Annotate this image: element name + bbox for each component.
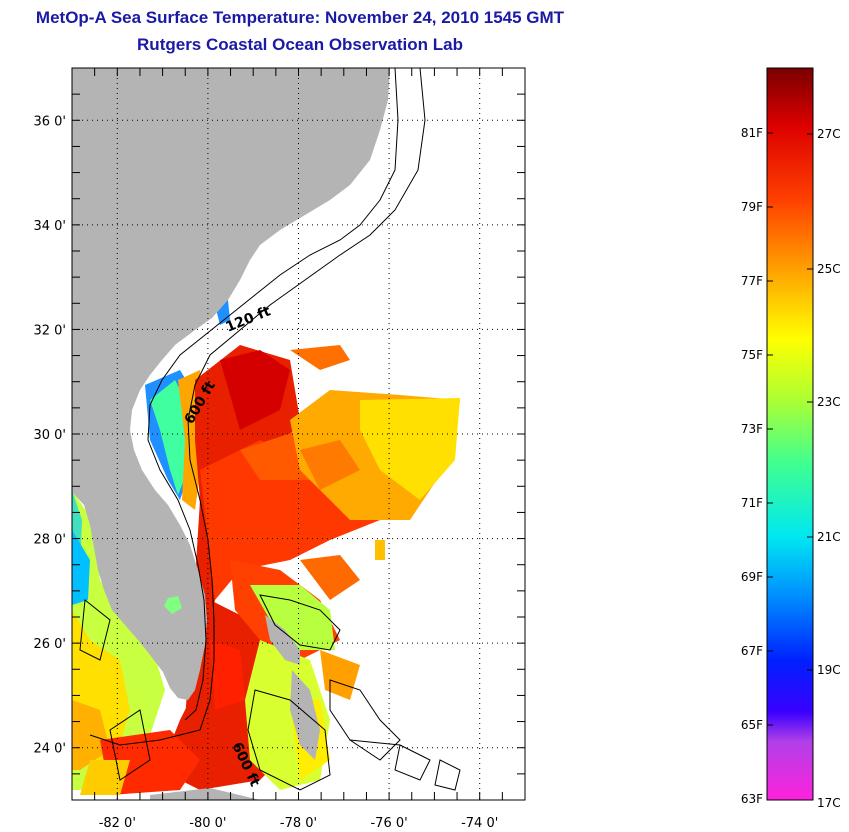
land-mass [72,68,390,700]
colorbar-c-label: 25C [817,262,841,276]
colorbar-c-label: 17C [817,796,841,810]
axis-ticks: -82 0' -80 0' -78 0' -76 0' -74 0' 24 0' 26 0'… [33,67,526,831]
colorbar-c-label: 23C [817,395,841,409]
colorbar-f-label: 71F [741,496,763,510]
colorbar-labels: 81F 79F 77F 75F 73F 71F 69F 67F 65F 63F 27C 25C 23C 2… [741,126,841,810]
colorbar-f-label: 73F [741,422,763,436]
lon-tick-label: -76 0' [370,816,407,831]
lake-okeechobee [164,596,182,614]
colorbar-f-label: 65F [741,718,763,732]
colorbar [766,67,814,801]
colorbar-f-label: 69F [741,570,763,584]
lat-tick-label: 26 0' [33,637,66,652]
lat-tick-label: 28 0' [33,533,66,548]
grid-lines [72,68,525,800]
map-frame [71,67,526,801]
andros-land [290,670,320,760]
colorbar-f-label: 63F [741,792,763,806]
colorbar-f-label: 79F [741,200,763,214]
lat-tick-label: 30 0' [33,428,66,443]
colorbar-f-label: 77F [741,274,763,288]
map-title: MetOp-A Sea Surface Temperature: Novembe… [35,8,565,27]
sst-field [72,300,460,795]
depth-contours [79,68,461,791]
colorbar-c-label: 27C [817,127,841,141]
cuba-land [150,788,260,800]
lon-tick-label: -80 0' [189,816,226,831]
colorbar-f-label: 67F [741,644,763,658]
colorbar-c-label: 19C [817,663,841,677]
map-subtitle: Rutgers Coastal Ocean Observation Lab [137,35,463,54]
lon-tick-label: -82 0' [99,816,136,831]
lon-tick-label: -74 0' [461,816,498,831]
colorbar-f-label: 81F [741,126,763,140]
lat-tick-label: 24 0' [33,742,66,757]
lat-tick-label: 36 0' [33,114,66,129]
lon-tick-label: -78 0' [280,816,317,831]
colorbar-f-label: 75F [741,348,763,362]
colorbar-c-label: 21C [817,530,841,544]
lat-tick-label: 34 0' [33,219,66,234]
lat-tick-label: 32 0' [33,323,66,338]
bahamas-land [265,615,300,665]
